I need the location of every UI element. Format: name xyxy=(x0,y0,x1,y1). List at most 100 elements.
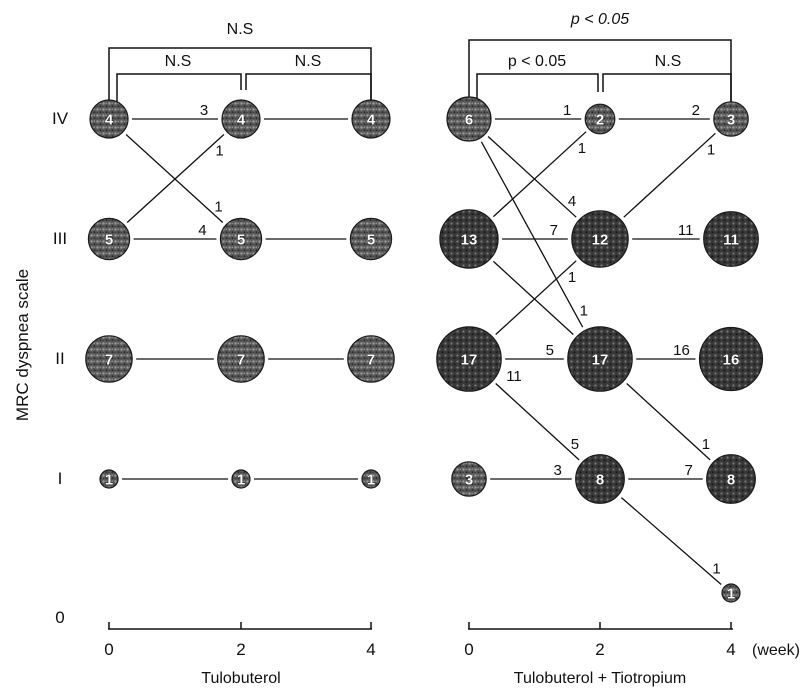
transition-line-right-3 xyxy=(492,131,587,218)
right-significance-brackets xyxy=(468,39,732,105)
bubble-count-left-week4-grade-III: 5 xyxy=(367,232,375,249)
bubble-left-week4-grade-III xyxy=(349,217,393,261)
bubble-right-week2-grade-IV xyxy=(584,103,616,135)
bubble-count-right-week4-grade-III: 11 xyxy=(723,232,739,249)
bubble-count-left-week0-grade-II: 7 xyxy=(105,352,113,369)
bubble-count-right-week2-grade-I: 8 xyxy=(596,472,604,489)
bubble-right-week4-grade-II xyxy=(698,326,764,392)
right-x-tick-label-4: 4 xyxy=(726,640,735,659)
bubble-right-week0-grade-III xyxy=(439,209,499,269)
transition-line-right-14 xyxy=(626,383,711,461)
left-bracket-second xyxy=(245,73,372,105)
transition-count-right-10: 2 xyxy=(692,102,700,119)
right-x-tick-label-2: 2 xyxy=(595,640,604,659)
transition-count-right-12: 11 xyxy=(678,222,694,239)
bubble-count-left-week2-grade-I: 1 xyxy=(237,472,245,489)
bubble-left-week4-grade-IV xyxy=(351,99,391,139)
bubble-count-right-week0-grade-I: 3 xyxy=(465,472,473,489)
transition-line-right-5 xyxy=(492,260,574,335)
transition-line-right-1 xyxy=(487,136,577,218)
y-level-label-0: 0 xyxy=(55,608,64,627)
y-level-label-II: II xyxy=(55,349,64,368)
bubble-count-right-week0-grade-IV: 6 xyxy=(465,112,473,129)
left-sig-overall: N.S xyxy=(227,21,254,38)
transition-count-right-9: 3 xyxy=(554,462,562,479)
bubble-count-left-week4-grade-II: 7 xyxy=(367,352,375,369)
transition-line-right-6 xyxy=(495,260,577,335)
right-sig-overall: p < 0.05 xyxy=(570,11,629,28)
transition-count-right-11: 1 xyxy=(707,141,715,158)
transition-count-right-7: 5 xyxy=(546,342,554,359)
transition-count-right-15: 7 xyxy=(685,462,693,479)
transition-count-right-0: 1 xyxy=(563,102,571,119)
right-sig-second: N.S xyxy=(655,53,682,70)
transition-line-left-1 xyxy=(125,134,224,223)
transition-line-right-16 xyxy=(620,497,722,585)
transition-count-right-4: 7 xyxy=(550,222,558,239)
y-axis-title: MRC dyspnea scale xyxy=(13,269,32,421)
left-x-axis-title: Tulobuterol xyxy=(201,670,280,687)
right-bracket-overall xyxy=(468,39,732,105)
y-level-label-III: III xyxy=(53,229,67,248)
bubble-count-left-week2-grade-IV: 4 xyxy=(237,112,246,129)
left-sig-second: N.S xyxy=(295,53,322,70)
bubble-left-week4-grade-I xyxy=(361,469,381,489)
bubble-count-right-week0-grade-II: 17 xyxy=(461,352,478,369)
transition-count-right-1: 4 xyxy=(568,193,576,210)
right-x-axis-title: Tulobuterol + Tiotropium xyxy=(514,670,686,687)
bubble-count-right-week2-grade-III: 12 xyxy=(592,232,609,249)
bubble-count-right-week4-grade-0: 1 xyxy=(727,586,735,603)
right-x-tick-label-0: 0 xyxy=(464,640,473,659)
x-unit-label: (week) xyxy=(752,642,800,659)
transition-count-left-1: 1 xyxy=(214,198,222,215)
bubble-left-week2-grade-I xyxy=(231,469,251,489)
bubble-right-week2-grade-III xyxy=(571,210,629,268)
bubble-left-week2-grade-IV xyxy=(221,99,261,139)
bubble-right-week4-grade-0 xyxy=(721,583,741,603)
bubble-left-week0-grade-IV xyxy=(89,99,129,139)
transition-line-right-11 xyxy=(623,132,716,218)
bubble-left-week0-grade-III xyxy=(87,217,131,261)
transition-lines xyxy=(122,118,722,585)
bubble-count-right-week2-grade-IV: 2 xyxy=(596,112,604,129)
bubble-right-week2-grade-I xyxy=(575,454,625,504)
bubble-right-week0-grade-I xyxy=(451,461,487,497)
bubble-right-week4-grade-IV xyxy=(713,101,749,137)
bubble-right-week4-grade-I xyxy=(706,454,756,504)
bubble-count-left-week4-grade-I: 1 xyxy=(367,472,375,489)
bubble-count-left-week4-grade-IV: 4 xyxy=(367,112,376,129)
bubble-count-right-week0-grade-III: 13 xyxy=(461,232,478,249)
right-bracket-first xyxy=(476,73,599,105)
left-x-tick-label-2: 2 xyxy=(236,640,245,659)
transition-count-left-3: 4 xyxy=(198,222,206,239)
left-x-tick-label-4: 4 xyxy=(366,640,375,659)
y-level-label-I: I xyxy=(58,469,63,488)
transition-line-right-8 xyxy=(495,383,580,461)
bubble-right-week4-grade-III xyxy=(703,211,759,267)
right-bracket-second xyxy=(602,73,732,105)
bubble-count-right-week2-grade-II: 17 xyxy=(592,352,609,369)
transition-line-right-2 xyxy=(480,141,584,328)
bubble-count-right-week4-grade-II: 16 xyxy=(723,352,740,369)
bubble-left-week2-grade-III xyxy=(219,217,263,261)
left-significance-brackets xyxy=(108,47,372,105)
bubble-right-week2-grade-II xyxy=(567,326,633,392)
bubble-count-left-week0-grade-I: 1 xyxy=(105,472,113,489)
extra-count-right-0: 11 xyxy=(506,368,522,385)
transition-count-right-6: 1 xyxy=(568,269,576,286)
transition-count-right-8: 5 xyxy=(571,436,579,453)
transition-count-left-2: 1 xyxy=(215,143,223,160)
transition-count-right-2: 1 xyxy=(580,303,588,320)
transition-count-left-0: 3 xyxy=(200,102,208,119)
y-level-label-IV: IV xyxy=(52,109,69,128)
bubble-count-left-week0-grade-III: 5 xyxy=(105,232,113,249)
left-x-tick-label-0: 0 xyxy=(104,640,113,659)
transition-count-right-14: 1 xyxy=(702,436,710,453)
left-sig-first: N.S xyxy=(165,53,192,70)
bubble-right-week0-grade-IV xyxy=(446,96,492,142)
bubble-right-week0-grade-II xyxy=(436,326,502,392)
transition-count-right-13: 16 xyxy=(673,342,690,359)
